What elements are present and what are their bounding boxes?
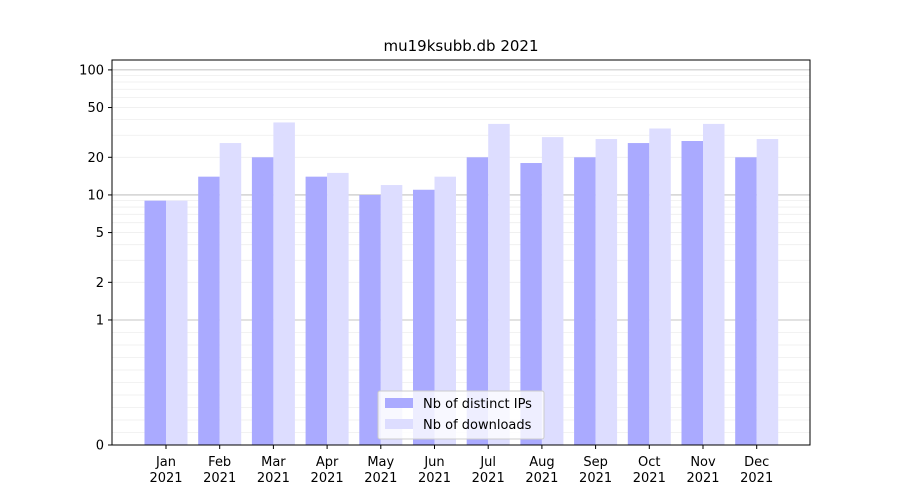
y-tick-label: 2 [96, 276, 104, 291]
x-tick-label-year: 2021 [686, 471, 719, 486]
bar-distinct-ips [520, 163, 542, 445]
x-tick-label-year: 2021 [364, 471, 397, 486]
x-axis-ticks: Jan2021Feb2021Mar2021Apr2021May2021Jun20… [149, 445, 773, 486]
x-tick-label-month: Dec [744, 455, 769, 470]
bar-downloads [541, 137, 564, 445]
y-tick-label: 5 [96, 226, 104, 241]
bar-distinct-ips [627, 143, 650, 445]
bar-distinct-ips [198, 176, 220, 445]
bar-downloads [434, 176, 456, 445]
bar-distinct-ips [251, 157, 274, 445]
x-tick-label-year: 2021 [740, 471, 773, 486]
y-tick-label: 20 [87, 151, 104, 166]
bar-downloads [380, 185, 403, 445]
x-tick-label-year: 2021 [311, 471, 344, 486]
bar-downloads [756, 139, 779, 445]
bar-distinct-ips [144, 200, 166, 445]
x-tick-label-year: 2021 [257, 471, 290, 486]
bar-distinct-ips [681, 140, 703, 445]
x-tick-label-month: May [367, 455, 394, 470]
legend: Nb of distinct IPs Nb of downloads [377, 390, 545, 440]
x-tick-label-month: Nov [690, 455, 716, 470]
bar-distinct-ips [305, 176, 328, 445]
bar-distinct-ips [574, 157, 596, 445]
x-tick-label-month: Feb [208, 455, 231, 470]
y-tick-label: 0 [96, 439, 104, 454]
bar-downloads [327, 172, 349, 445]
legend-label-distinct-ips: Nb of distinct IPs [423, 397, 532, 412]
bar-distinct-ips [359, 194, 381, 445]
x-tick-label-year: 2021 [579, 471, 612, 486]
bar-distinct-ips [466, 157, 489, 445]
bar-downloads [488, 123, 510, 445]
x-tick-label-year: 2021 [525, 471, 558, 486]
x-tick-label-year: 2021 [418, 471, 451, 486]
bar-downloads [166, 200, 188, 445]
legend-swatch-downloads [385, 419, 413, 429]
legend-label-downloads: Nb of downloads [423, 418, 532, 433]
x-tick-label-month: Jun [423, 455, 444, 470]
x-tick-label-year: 2021 [203, 471, 236, 486]
x-tick-label-month: Jul [479, 455, 496, 470]
bar-downloads [703, 123, 725, 445]
legend-box [377, 390, 545, 440]
plot-frame [111, 59, 811, 446]
x-tick-label-month: Apr [316, 455, 339, 470]
y-tick-label: 1 [96, 313, 104, 328]
x-tick-label-month: Jan [155, 455, 176, 470]
x-tick-label-month: Oct [638, 455, 660, 470]
x-tick-label-month: Mar [261, 455, 286, 470]
x-tick-label-year: 2021 [149, 471, 182, 486]
legend-swatch-distinct-ips [385, 398, 413, 408]
x-tick-label-month: Sep [583, 455, 608, 470]
y-tick-label: 100 [79, 63, 104, 78]
bar-downloads [595, 139, 618, 445]
y-tick-label: 50 [87, 101, 104, 116]
bar-distinct-ips [735, 157, 757, 445]
y-tick-label: 10 [87, 188, 104, 203]
y-axis-ticks: 0 1 2 5 10 20 50 100 [79, 63, 112, 454]
chart-title: mu19ksubb.db 2021 [383, 37, 538, 55]
bars [144, 122, 779, 445]
bar-distinct-ips [413, 189, 435, 445]
bar-downloads [219, 143, 242, 445]
x-tick-label-year: 2021 [633, 471, 666, 486]
x-tick-label-year: 2021 [472, 471, 505, 486]
bar-downloads [649, 128, 671, 445]
bar-downloads [273, 122, 295, 445]
x-tick-label-month: Aug [529, 455, 554, 470]
